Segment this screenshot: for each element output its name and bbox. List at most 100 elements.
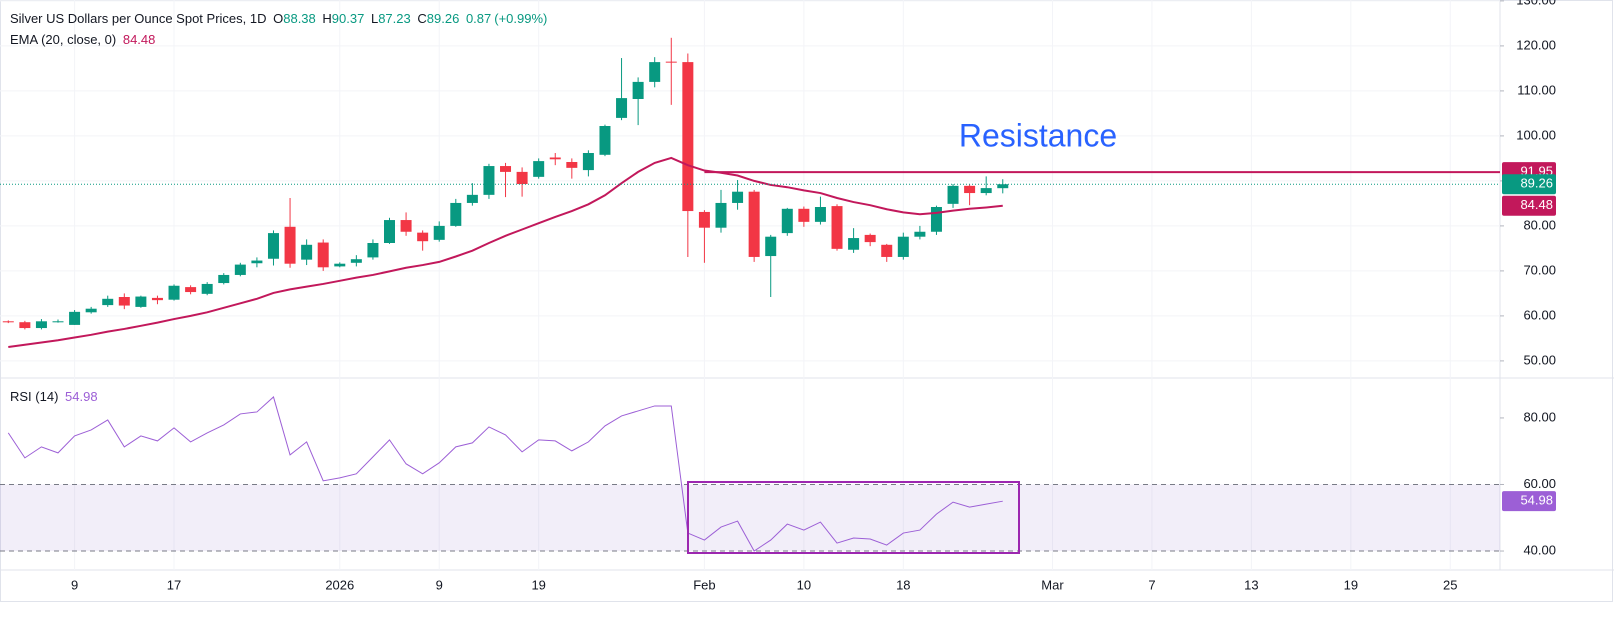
- candle-body: [864, 234, 876, 243]
- chart-title: Silver US Dollars per Ounce Spot Prices,…: [10, 11, 267, 26]
- x-tick-label: 9: [71, 577, 78, 592]
- candle-body: [765, 236, 777, 257]
- candle-body: [549, 157, 561, 160]
- low-value: 87.23: [378, 11, 411, 26]
- x-tick-label: 13: [1244, 577, 1258, 592]
- x-tick-label: 17: [167, 577, 181, 592]
- open-value: 88.38: [283, 11, 316, 26]
- ema-tag-bg: [1502, 195, 1556, 216]
- rsi-value: 54.98: [65, 389, 98, 404]
- y-tick-label: 60.00: [1523, 307, 1556, 322]
- candle-body: [848, 238, 860, 250]
- candle-body: [251, 260, 263, 264]
- candle-body: [185, 287, 197, 293]
- candle-body: [616, 98, 628, 118]
- candle-body: [632, 81, 644, 99]
- candle-body: [665, 61, 677, 63]
- last-price-tag: 89.26: [1520, 176, 1553, 191]
- y-tick-label: 60.00: [1523, 476, 1556, 491]
- candle-body: [334, 263, 346, 267]
- candle-body: [781, 208, 793, 234]
- candle-body: [118, 297, 130, 306]
- candle-body: [384, 220, 396, 243]
- candle-body: [814, 207, 826, 222]
- y-tick-label: 100.00: [1516, 127, 1556, 142]
- ema-line: [8, 156, 1003, 348]
- candle-body: [748, 191, 760, 257]
- y-tick-label: 80.00: [1523, 217, 1556, 232]
- change-percent: (+0.99%): [494, 11, 548, 26]
- candle-body: [367, 243, 379, 258]
- high-value: 90.37: [331, 11, 365, 26]
- candle-body: [151, 297, 163, 301]
- resistance-label: Resistance: [959, 117, 1117, 153]
- y-tick-label: 50.00: [1523, 352, 1556, 367]
- ema-legend: EMA (20, close, 0) 84.48: [10, 32, 158, 47]
- candle-body: [400, 220, 412, 232]
- rsi-tag: 54.98: [1520, 493, 1553, 508]
- candle-body: [135, 296, 147, 307]
- candle-body: [500, 166, 512, 172]
- candle-body: [201, 283, 213, 294]
- x-tick-label: 7: [1148, 577, 1155, 592]
- candle-body: [947, 185, 959, 204]
- x-tick-label: 2026: [325, 577, 354, 592]
- ema-name: EMA (20, close, 0): [10, 32, 117, 47]
- y-tick-label: 40.00: [1523, 542, 1556, 557]
- candle-body: [930, 207, 942, 232]
- candle-body: [798, 208, 810, 222]
- x-tick-label: Mar: [1041, 577, 1064, 592]
- rsi-legend: RSI (14) 54.98: [10, 389, 101, 404]
- y-tick-label: 70.00: [1523, 262, 1556, 277]
- y-tick-label: 130.00: [1516, 0, 1556, 7]
- y-tick-label: 80.00: [1523, 409, 1556, 424]
- candle-body: [168, 285, 180, 300]
- rsi-line: [7, 396, 1003, 552]
- candle-body: [980, 188, 992, 194]
- candle-body: [350, 259, 362, 263]
- rsi-tag-bg: [1502, 491, 1556, 512]
- candle-body: [914, 231, 926, 237]
- candle-body: [2, 321, 14, 323]
- ohlc-label: H: [322, 11, 332, 26]
- ohlc-label: C: [417, 11, 427, 26]
- candle-body: [732, 191, 744, 203]
- ema-tag: 84.48: [1520, 197, 1553, 212]
- x-tick-label: 10: [797, 577, 811, 592]
- candle-body: [69, 311, 81, 325]
- candle-body: [698, 211, 710, 228]
- x-tick-label: 9: [436, 577, 443, 592]
- y-tick-label: 110.00: [1517, 82, 1556, 97]
- candle-body: [566, 162, 578, 168]
- candle-body: [881, 244, 893, 257]
- candle-body: [599, 126, 611, 155]
- last-price-tag-bg: [1502, 174, 1556, 195]
- candle-body: [317, 242, 329, 268]
- candle-body: [284, 226, 296, 264]
- rsi-highlight-box: [687, 481, 1020, 554]
- ohlc-label: L: [370, 11, 379, 26]
- ema-value: 84.48: [122, 32, 156, 47]
- change-value: 0.87: [465, 11, 492, 26]
- candle-body: [897, 236, 909, 257]
- candle-body: [433, 225, 445, 240]
- candle-body: [301, 244, 313, 260]
- candle-body: [483, 166, 495, 195]
- candle-body: [85, 308, 97, 313]
- candle-body: [831, 206, 843, 249]
- x-tick-label: 19: [531, 577, 545, 592]
- candle-body: [267, 233, 279, 259]
- candle-body: [533, 161, 545, 177]
- candle-body: [35, 321, 47, 329]
- ohlc-label: O: [273, 11, 284, 26]
- candle-body: [682, 62, 694, 212]
- y-tick-label: 120.00: [1516, 37, 1556, 52]
- candle-body: [466, 194, 478, 203]
- candle-body: [19, 322, 31, 329]
- price-legend: Silver US Dollars per Ounce Spot Prices,…: [10, 11, 550, 26]
- candle-body: [649, 62, 661, 82]
- candle-body: [582, 153, 594, 171]
- candle-body: [417, 232, 429, 242]
